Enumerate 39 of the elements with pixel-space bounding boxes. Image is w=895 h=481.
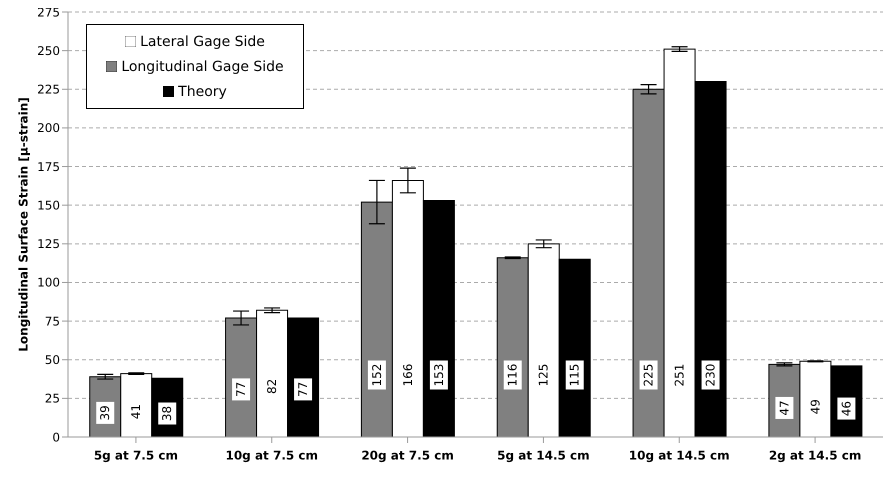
data-label: 46 <box>839 400 854 416</box>
y-tick-label: 225 <box>37 82 60 97</box>
data-label: 225 <box>642 364 656 386</box>
data-label: 152 <box>370 364 384 386</box>
data-label: 251 <box>672 364 687 386</box>
data-label: 39 <box>98 405 112 421</box>
y-tick-label: 100 <box>37 276 60 290</box>
x-tick-label: 5g at 14.5 cm <box>497 448 590 463</box>
data-label: 38 <box>160 406 174 422</box>
data-label: 49 <box>808 399 822 414</box>
y-tick-label: 75 <box>44 314 60 328</box>
legend-label: Longitudinal Gage Side <box>121 59 284 75</box>
y-tick-label: 50 <box>44 352 60 367</box>
data-label: 82 <box>265 378 280 394</box>
y-tick-label: 0 <box>52 430 60 444</box>
data-label: 153 <box>432 364 446 386</box>
x-tick-label: 5g at 7.5 cm <box>94 448 178 463</box>
data-label: 77 <box>296 382 310 398</box>
y-tick-label: 250 <box>37 44 60 58</box>
y-tick-label: 200 <box>37 121 60 136</box>
data-label: 115 <box>568 364 582 386</box>
y-tick-label: 150 <box>37 198 60 212</box>
data-label: 125 <box>536 364 551 386</box>
x-tick-label: 20g at 7.5 cm <box>361 448 454 463</box>
data-label: 41 <box>129 404 144 420</box>
legend-label: Theory <box>178 84 227 100</box>
data-label: 116 <box>506 364 520 386</box>
legend-label: Lateral Gage Side <box>140 34 265 50</box>
data-label: 166 <box>400 364 415 386</box>
x-tick-label: 2g at 14.5 cm <box>768 448 862 463</box>
y-tick-label: 25 <box>44 392 60 406</box>
x-tick-label: 10g at 7.5 cm <box>225 448 318 463</box>
x-tick-label: 10g at 14.5 cm <box>628 448 730 463</box>
data-label: 230 <box>704 364 718 386</box>
y-tick-label: 125 <box>37 237 60 252</box>
y-axis-title: Longitudinal Surface Strain [μ-strain] <box>16 97 30 352</box>
data-label: 77 <box>234 382 248 398</box>
data-label: 47 <box>777 400 792 416</box>
y-tick-label: 175 <box>37 160 60 174</box>
